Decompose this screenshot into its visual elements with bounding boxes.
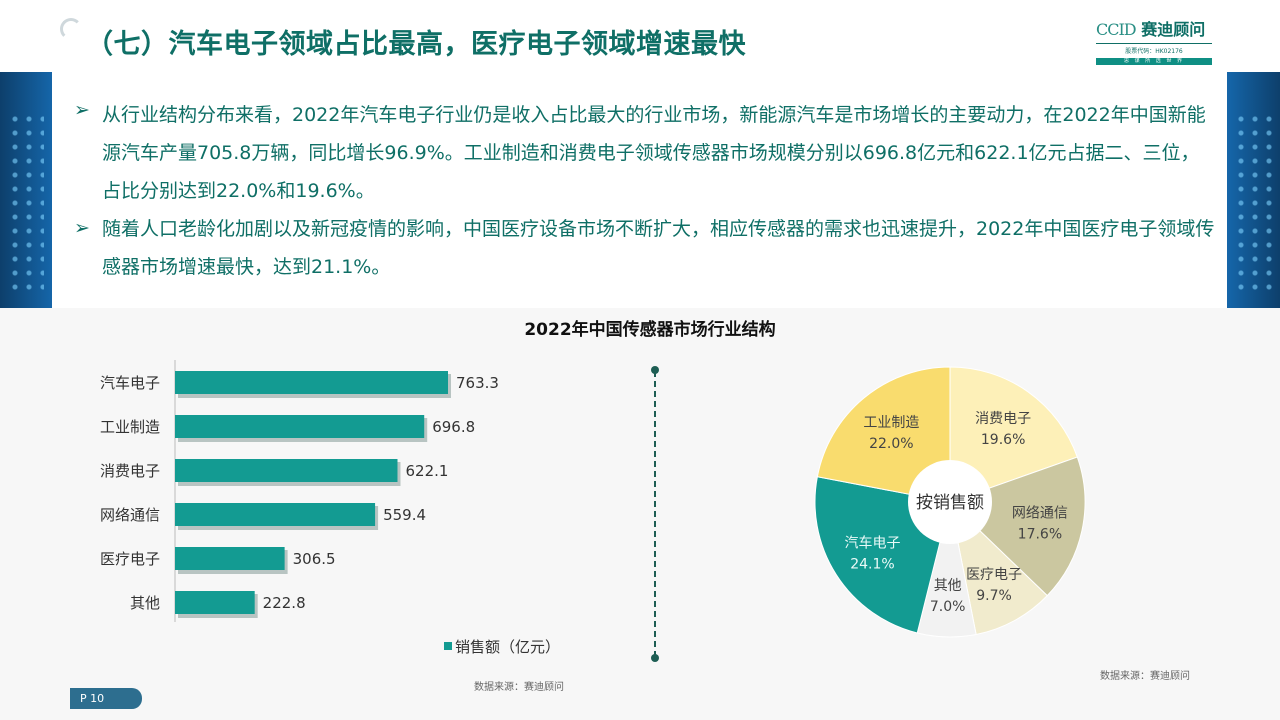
legend-label: 销售额（亿元）	[455, 638, 560, 656]
slice-percent-label: 9.7%	[976, 588, 1012, 604]
slice-name-label: 消费电子	[975, 411, 1031, 427]
slice-percent-label: 7.0%	[930, 599, 966, 615]
donut-hole	[908, 460, 992, 544]
bar	[175, 591, 255, 614]
slice-name-label: 工业制造	[863, 415, 919, 431]
slice-name-label: 其他	[934, 578, 962, 594]
slice-name-label: 医疗电子	[966, 567, 1022, 583]
category-label: 网络通信	[100, 506, 160, 524]
pie-slice	[816, 366, 951, 503]
category-label: 汽车电子	[100, 374, 160, 392]
slice-name-label: 网络通信	[1012, 506, 1068, 522]
page-title: （七）汽车电子领域占比最高，医疗电子领域增速最快	[86, 29, 746, 60]
ccid-logo: CCID 赛迪顾问 股票代码：HK02176 思 谋 所 选 世 界	[1096, 16, 1212, 65]
bar	[175, 371, 448, 394]
slice-percent-label: 19.6%	[981, 432, 1025, 448]
value-label: 763.3	[456, 374, 499, 392]
category-label: 工业制造	[100, 418, 160, 436]
donut-center-label: 按销售额	[916, 493, 984, 513]
slice-percent-label: 22.0%	[869, 436, 913, 452]
category-label: 消费电子	[100, 462, 160, 480]
value-label: 306.5	[293, 550, 336, 568]
arrow-bullet-icon: ➢	[74, 217, 90, 239]
logo-latin: CCID	[1096, 20, 1137, 39]
circuit-dots-left	[8, 112, 44, 292]
logo-code: 股票代码：HK02176	[1096, 43, 1212, 55]
header: （七）汽车电子领域占比最高，医疗电子领域增速最快 CCID 赛迪顾问 股票代码：…	[0, 0, 1280, 72]
bar-source: 数据来源：赛迪顾问	[474, 682, 564, 693]
slice-percent-label: 17.6%	[1018, 527, 1062, 543]
bar	[175, 459, 398, 482]
donut-chart: 消费电子 19.6% 网络通信 17.6% 医疗电子 9.7% 其他 7.0% 汽车电子 24.1…	[814, 366, 1086, 638]
pie-source: 数据来源：赛迪顾问	[1100, 671, 1190, 682]
divider-dot-top	[651, 366, 659, 374]
bullet-paragraph-2: 随着人口老龄化加剧以及新冠疫情的影响，中国医疗设备市场不断扩大，相应传感器的需求…	[102, 218, 1215, 278]
category-label: 医疗电子	[100, 550, 160, 568]
title-arc-icon	[60, 18, 82, 40]
bar	[175, 415, 425, 438]
circuit-dots-right	[1234, 112, 1274, 292]
value-label: 696.8	[432, 418, 475, 436]
bar	[175, 503, 376, 526]
bar-chart: 汽车电子 763.3 工业制造 696.8 消费电子 622.1 网络通信 559.4 医疗电子…	[100, 360, 560, 656]
bullet-paragraph-1: 从行业结构分布来看，2022年汽车电子行业仍是收入占比最大的行业市场，新能源汽车…	[102, 104, 1206, 202]
value-label: 559.4	[383, 506, 426, 524]
summary-text-box: ➢ 从行业结构分布来看，2022年汽车电子行业仍是收入占比最大的行业市场，新能源…	[52, 72, 1227, 308]
category-label: 其他	[130, 594, 160, 612]
logo-slogan: 思 谋 所 选 世 界	[1096, 58, 1212, 65]
bar	[175, 547, 285, 570]
logo-name: 赛迪顾问	[1141, 20, 1206, 39]
value-label: 222.8	[263, 594, 306, 612]
chart-title: 2022年中国传感器市场行业结构	[524, 320, 776, 340]
chart-divider	[654, 371, 656, 657]
slice-percent-label: 24.1%	[850, 557, 894, 573]
legend-swatch	[444, 642, 452, 650]
divider-dot-bottom	[651, 654, 659, 662]
page-number: P 10	[70, 688, 142, 709]
value-label: 622.1	[405, 462, 448, 480]
slice-name-label: 汽车电子	[844, 535, 900, 552]
arrow-bullet-icon: ➢	[74, 99, 90, 121]
